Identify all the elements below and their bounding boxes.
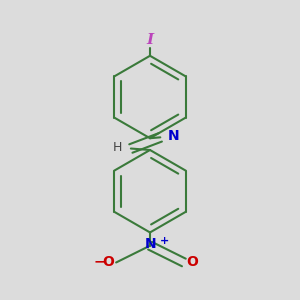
Text: H: H [113, 141, 123, 154]
Text: −: − [93, 254, 105, 268]
Text: I: I [146, 33, 154, 46]
Text: O: O [102, 256, 114, 269]
Text: O: O [186, 256, 198, 269]
Text: N: N [145, 237, 157, 251]
Text: N: N [168, 129, 179, 143]
Text: +: + [159, 236, 169, 246]
